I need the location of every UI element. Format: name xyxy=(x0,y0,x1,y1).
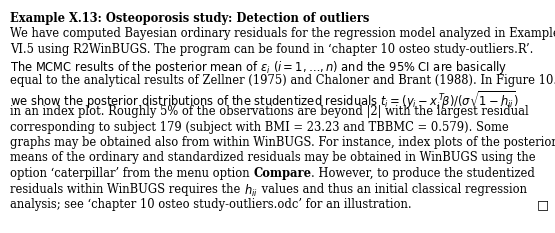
Text: equal to the analytical results of Zellner (1975) and Chaloner and Brant (1988).: equal to the analytical results of Zelln… xyxy=(10,74,555,87)
Text: graphs may be obtained also from within WinBUGS. For instance, index plots of th: graphs may be obtained also from within … xyxy=(10,136,555,149)
Text: means of the ordinary and standardized residuals may be obtained in WinBUGS usin: means of the ordinary and standardized r… xyxy=(10,151,536,164)
Text: The MCMC results of the posterior mean of $\varepsilon_i$ $(i = 1, \ldots, n)$ a: The MCMC results of the posterior mean o… xyxy=(10,58,507,75)
Text: Example X.13: Osteoporosis study: Detection of outliers: Example X.13: Osteoporosis study: Detect… xyxy=(10,12,370,25)
Text: analysis; see ‘chapter 10 osteo study-outliers.odc’ for an illustration.: analysis; see ‘chapter 10 osteo study-ou… xyxy=(10,198,412,211)
Text: we show the posterior distributions of the studentized residuals $t_i = (y_i - x: we show the posterior distributions of t… xyxy=(10,89,519,112)
Text: residuals within WinBUGS requires the: residuals within WinBUGS requires the xyxy=(10,182,244,195)
Text: in an index plot. Roughly 5% of the observations are beyond |2| with the largest: in an index plot. Roughly 5% of the obse… xyxy=(10,105,529,118)
Text: VI.5 using R2WinBUGS. The program can be found in ‘chapter 10 osteo study-outlie: VI.5 using R2WinBUGS. The program can be… xyxy=(10,43,533,56)
Text: Compare: Compare xyxy=(253,167,311,180)
Text: option ‘caterpillar’ from the menu option: option ‘caterpillar’ from the menu optio… xyxy=(10,167,253,180)
Text: corresponding to subject 179 (subject with BMI = 23.23 and TBBMC = 0.579). Some: corresponding to subject 179 (subject wi… xyxy=(10,120,509,134)
Text: $h_{ii}$: $h_{ii}$ xyxy=(244,182,258,199)
Text: values and thus an initial classical regression: values and thus an initial classical reg… xyxy=(258,182,527,195)
Text: We have computed Bayesian ordinary residuals for the regression model analyzed i: We have computed Bayesian ordinary resid… xyxy=(10,27,555,41)
Text: . However, to produce the studentized: . However, to produce the studentized xyxy=(311,167,535,180)
Text: □: □ xyxy=(537,198,549,211)
